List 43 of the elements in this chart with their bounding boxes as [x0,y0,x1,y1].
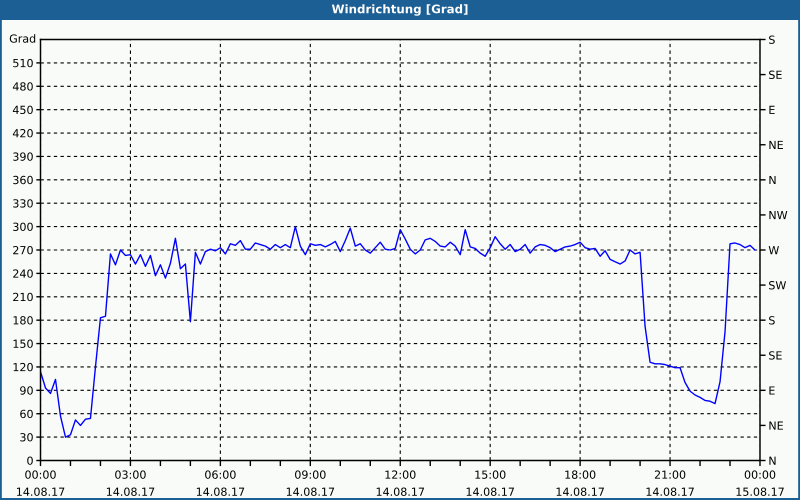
x-tick-label: 18:00 14.08.17 [556,470,604,496]
y-tick-label: 390 [13,152,33,161]
y-tick-label: 0 [27,456,33,465]
x-tick-label: 15:00 14.08.17 [466,470,514,496]
x-tick-label: 00:00 14.08.17 [16,470,64,496]
y-tick-label: 300 [13,222,33,231]
category-label: NW [769,211,788,220]
y-tick-label: 270 [13,246,33,254]
y-tick-label: 480 [12,82,33,91]
category-label: SE [769,70,782,79]
category-label: SW [769,281,786,290]
category-label: E [769,386,775,395]
y-tick-label: 30 [20,433,33,442]
category-label: SE [769,351,782,360]
y-tick-label: 510 [13,58,33,68]
chart-title: Windrichtung [Grad] [332,4,468,16]
category-label: N [769,176,776,184]
y-tick-label: 120 [14,362,33,372]
x-tick-label: 21:00 14.08.17 [646,470,694,496]
y-tick-label: 180 [14,316,33,325]
x-tick-label: 09:00 14.08.17 [286,470,334,496]
x-tick-label: 12:00 14.08.17 [376,470,424,496]
category-label: NE [769,422,783,430]
category-label: NE [769,140,783,149]
category-label: E [769,106,775,114]
y-tick-label: 360 [13,176,33,184]
x-tick-label: 06:00 14.08.17 [196,470,244,496]
y-tick-label: 240 [13,269,33,278]
y-tick-label: 420 [12,129,33,138]
x-tick-label: 00:00 15.08.17 [736,470,784,496]
y-tick-label: 60 [20,410,33,418]
y-tick-label: 330 [13,199,33,208]
y-tick-label: 90 [20,386,33,395]
y-axis-title: Grad [10,34,36,43]
category-label: W [768,246,779,254]
category-label: N [769,456,776,465]
y-tick-label: 450 [12,106,33,114]
y-tick-label: 210 [13,292,33,302]
category-label: S [769,316,775,325]
x-tick-label: 03:00 14.08.17 [106,470,154,496]
line-series [40,226,756,438]
y-tick-label: 150 [14,340,33,348]
category-label: S [769,35,775,44]
